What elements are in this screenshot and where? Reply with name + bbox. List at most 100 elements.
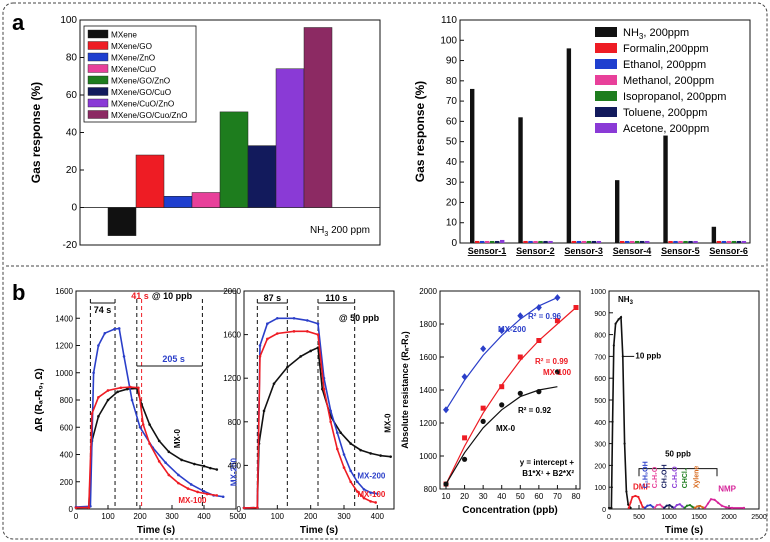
x-axis-label: Concentration (ppb) [462, 505, 558, 516]
y-tick-label: 0 [71, 203, 77, 214]
x-tick-label: 2000 [721, 514, 737, 521]
series-point [623, 442, 626, 445]
bar-ethanol [625, 240, 630, 243]
nh3-label: NH3 [618, 295, 634, 306]
series-point [309, 349, 312, 353]
y-tick-label: 1200 [55, 342, 73, 351]
series-point [717, 501, 720, 504]
annotation-t2: 41 s [131, 291, 149, 301]
series-point [339, 431, 342, 435]
bar-toluene [736, 240, 742, 243]
series-point [661, 505, 664, 508]
legend-swatch [87, 29, 109, 39]
series-point [299, 355, 302, 358]
series-point [148, 423, 151, 426]
series-point [627, 506, 630, 510]
series-point [266, 322, 269, 326]
legend-label: NH3, 200ppm [623, 27, 689, 41]
series-point [713, 498, 716, 501]
series-point [177, 473, 180, 477]
x-tick-label: 40 [497, 492, 506, 501]
legend-swatch [595, 27, 617, 37]
legend-label: Acetone, 200ppm [623, 123, 709, 135]
y-tick-label: 1800 [419, 320, 437, 329]
series-point [665, 504, 668, 507]
x-tick-label: 80 [572, 492, 581, 501]
gas-label: C₃H₆O [672, 466, 679, 489]
series-point [379, 454, 382, 457]
x-tick-label: 300 [337, 512, 351, 521]
series-point [614, 322, 617, 325]
series-point [610, 506, 613, 510]
y-tick-label: 1200 [419, 419, 437, 428]
legend-label: Methanol, 200ppm [623, 75, 714, 87]
series-point [641, 505, 644, 508]
x-tick-label: 100 [271, 512, 285, 521]
series-point [180, 458, 183, 462]
series-point [157, 460, 161, 463]
series-point [272, 382, 276, 385]
series-label-mx100: MX-100 [543, 368, 572, 377]
legend-label: MXene/CuO/ZnO [111, 100, 174, 109]
chart-a2: 0 10 20 30 40 50 60 70 80 90 100 110 Gas response (%… [413, 15, 751, 256]
y-tick-label: 200 [60, 478, 74, 487]
x-tick-label: 200 [304, 512, 318, 521]
legend-swatch [595, 91, 617, 101]
legend-label: MXene/GO [111, 42, 152, 51]
legend-label: MXene/GO/ZnO [111, 77, 170, 86]
y-tick-label: 2000 [223, 287, 241, 296]
series-point [683, 506, 686, 510]
legend-label: MXene/GO/Cuo/ZnO [111, 111, 187, 120]
x-tick-label: 0 [607, 514, 611, 521]
y-tick-label: 1200 [223, 374, 241, 383]
series-label-mx0: MX-0 [384, 413, 393, 433]
series-point [688, 503, 692, 507]
series-point [356, 480, 359, 484]
fit-equation-2: B1*X¹ + B2*X² [522, 469, 574, 478]
x-tick-label: 400 [371, 512, 385, 521]
gas-label: Xylene [693, 466, 700, 489]
series-point [117, 327, 121, 330]
series-point [97, 395, 100, 399]
bar-toluene [495, 240, 500, 243]
legend-label: Isopropanol, 200ppm [623, 91, 726, 103]
legend-swatch [87, 75, 109, 85]
series-point [92, 371, 95, 375]
bar-mxene [107, 207, 137, 236]
series-point [336, 431, 339, 435]
series-point [193, 462, 196, 466]
y-tick-label: 1600 [419, 353, 437, 362]
bar-methanol [678, 240, 683, 243]
series-point [374, 501, 377, 504]
series-point [106, 398, 110, 402]
series-point [167, 450, 171, 454]
series-point [209, 466, 212, 470]
y-tick-label: 800 [228, 418, 242, 427]
series-point [258, 344, 262, 347]
x-tick-label: Sensor-2 [516, 246, 555, 256]
data-point [461, 373, 468, 381]
legend-swatch [595, 59, 617, 69]
y-tick-label: 800 [594, 333, 606, 340]
x-tick-label: 500 [229, 512, 243, 521]
bar-toluene [688, 240, 693, 243]
r2-mx100: R² = 0.99 [535, 357, 569, 366]
series-point [389, 455, 392, 458]
data-point [498, 327, 505, 335]
series-point [119, 386, 123, 390]
y-tick-label: 1600 [55, 287, 73, 296]
series-point [356, 490, 359, 493]
data-point [499, 384, 505, 390]
bar-isopropanol [538, 240, 543, 243]
x-tick-label: 400 [197, 512, 211, 521]
series-point [678, 503, 681, 506]
bar-methanol [485, 240, 490, 243]
legend-label: MXene/ZnO [111, 54, 155, 63]
x-tick-label: Sensor-1 [468, 246, 507, 256]
series-point [342, 466, 346, 469]
y-tick-label: 0 [602, 507, 606, 514]
plot-area [459, 19, 751, 244]
legend-swatch [595, 43, 617, 53]
x-tick-label: 100 [101, 512, 115, 521]
x-tick-label: 0 [242, 512, 247, 521]
